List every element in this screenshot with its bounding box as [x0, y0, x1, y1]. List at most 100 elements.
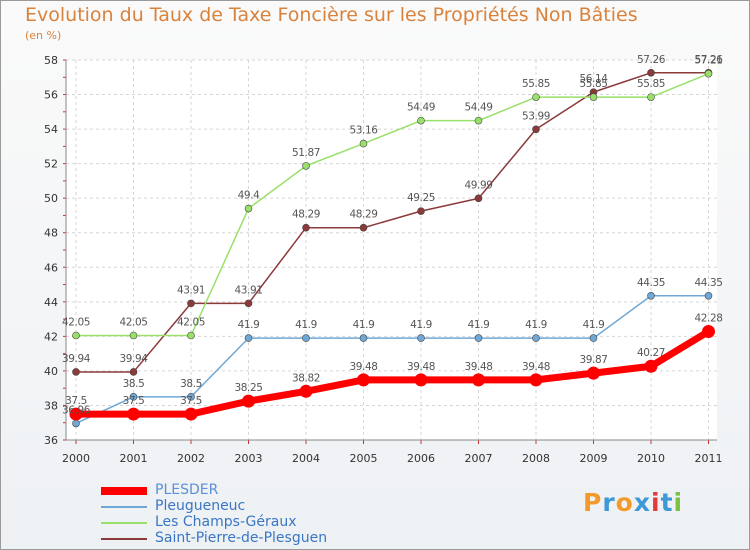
series-point-1 [299, 384, 313, 398]
data-label-3: 51.87 [292, 147, 320, 159]
series-point-2 [129, 393, 138, 401]
x-tick-label: 2003 [235, 452, 263, 465]
series-point-4 [72, 368, 80, 376]
data-label-3: 55.85 [522, 78, 550, 90]
series-point-4 [474, 194, 483, 203]
chart-title: Evolution du Taux de Taxe Foncière sur l… [25, 4, 638, 26]
y-tick-label: 56 [44, 89, 58, 102]
series-point-3 [704, 69, 713, 78]
series-point-1 [587, 366, 600, 380]
chart-subtitle: (en %) [25, 29, 62, 42]
proxiti-logo: Proxiti [583, 488, 683, 517]
legend-label: Saint-Pierre-de-Plesguen [155, 530, 328, 546]
series-point-1 [414, 373, 428, 387]
legend-label: Les Champs-Géraux [155, 514, 297, 530]
x-tick-label: 2006 [407, 452, 435, 465]
series-point-2 [589, 334, 598, 342]
series-point-2 [647, 291, 655, 300]
y-tick-label: 58 [44, 54, 58, 67]
series-point-4 [302, 223, 310, 232]
data-label-2: 41.9 [353, 319, 375, 331]
series-point-2 [359, 334, 368, 342]
series-point-3 [417, 116, 425, 125]
logo-letter: i [651, 488, 661, 517]
series-point-4 [359, 223, 368, 232]
series-point-4 [532, 125, 540, 134]
data-label-2: 41.9 [238, 319, 260, 331]
data-label-3: 42.05 [119, 317, 147, 329]
data-label-2: 41.9 [525, 319, 547, 331]
y-tick-label: 46 [44, 261, 58, 274]
data-label-3: 54.49 [464, 102, 492, 114]
data-label-3: 53.16 [349, 125, 378, 137]
data-label-3: 42.05 [177, 317, 205, 329]
x-tick-label: 2008 [522, 452, 550, 465]
data-label-1: 38.82 [292, 372, 320, 384]
y-tick-label: 44 [44, 296, 58, 309]
series-point-2 [187, 393, 195, 401]
y-tick-label: 48 [44, 227, 58, 240]
data-label-4: 48.29 [349, 209, 377, 221]
data-label-2: 41.9 [468, 319, 490, 331]
data-label-1: 37.5 [65, 395, 87, 407]
data-label-2: 38.5 [180, 378, 202, 390]
data-label-1: 39.48 [349, 361, 377, 373]
x-tick-label: 2007 [465, 452, 493, 465]
data-label-4: 53.99 [522, 110, 550, 122]
data-label-4: 48.29 [292, 209, 320, 221]
series-point-3 [187, 331, 195, 340]
series-point-3 [302, 162, 310, 170]
logo-letter: t [660, 488, 674, 517]
legend-label: PLESDER [155, 482, 219, 498]
data-label-4: 49.99 [464, 179, 492, 191]
data-label-1: 39.48 [407, 361, 435, 373]
series-point-1 [644, 359, 658, 373]
series-point-4 [417, 207, 425, 215]
series-point-3 [647, 93, 655, 101]
series-line-3 [75, 72, 710, 337]
y-tick-label: 40 [44, 365, 58, 378]
series-point-1 [702, 325, 715, 339]
y-tick-label: 50 [44, 192, 58, 205]
x-tick-label: 2000 [62, 452, 90, 465]
series-point-3 [589, 93, 598, 101]
series-point-1 [184, 407, 198, 421]
logo-letter: P [583, 488, 603, 517]
x-tick-label: 2011 [695, 452, 723, 465]
series-point-2 [532, 334, 540, 342]
series-point-1 [127, 407, 140, 421]
series-point-3 [359, 139, 368, 148]
series-point-1 [529, 373, 543, 387]
series-point-3 [474, 116, 483, 125]
series-point-4 [647, 68, 655, 77]
series-point-1 [69, 407, 83, 421]
series-point-4 [187, 299, 195, 308]
data-label-4: 39.94 [62, 353, 91, 365]
series-line-2 [75, 295, 710, 425]
data-label-4: 57.26 [637, 54, 666, 66]
data-label-3: 57.21 [694, 55, 722, 67]
data-label-1: 42.28 [694, 313, 722, 325]
y-tick-label: 38 [44, 399, 58, 412]
data-label-4: 49.25 [407, 192, 435, 204]
data-label-2: 41.9 [295, 319, 317, 331]
series-point-2 [417, 334, 425, 342]
data-label-4: 56.14 [579, 73, 608, 85]
y-tick-label: 36 [44, 434, 58, 447]
legend-label: Pleugueneuc [155, 498, 246, 514]
x-tick-label: 2005 [350, 452, 378, 465]
series-point-3 [129, 331, 138, 340]
data-label-4: 57.26 [694, 54, 723, 66]
data-label-1: 40.27 [637, 347, 665, 359]
data-label-1: 39.48 [522, 361, 550, 373]
data-label-2: 36.96 [62, 404, 91, 416]
series-point-1 [472, 373, 485, 387]
data-label-4: 39.94 [119, 353, 148, 365]
data-label-2: 38.5 [123, 378, 145, 390]
data-label-1: 37.5 [180, 395, 202, 407]
data-label-4: 43.91 [177, 284, 205, 296]
series-line-4 [75, 72, 710, 373]
data-label-2: 41.9 [583, 319, 605, 331]
data-label-3: 55.85 [637, 78, 665, 90]
data-label-1: 37.5 [123, 395, 145, 407]
